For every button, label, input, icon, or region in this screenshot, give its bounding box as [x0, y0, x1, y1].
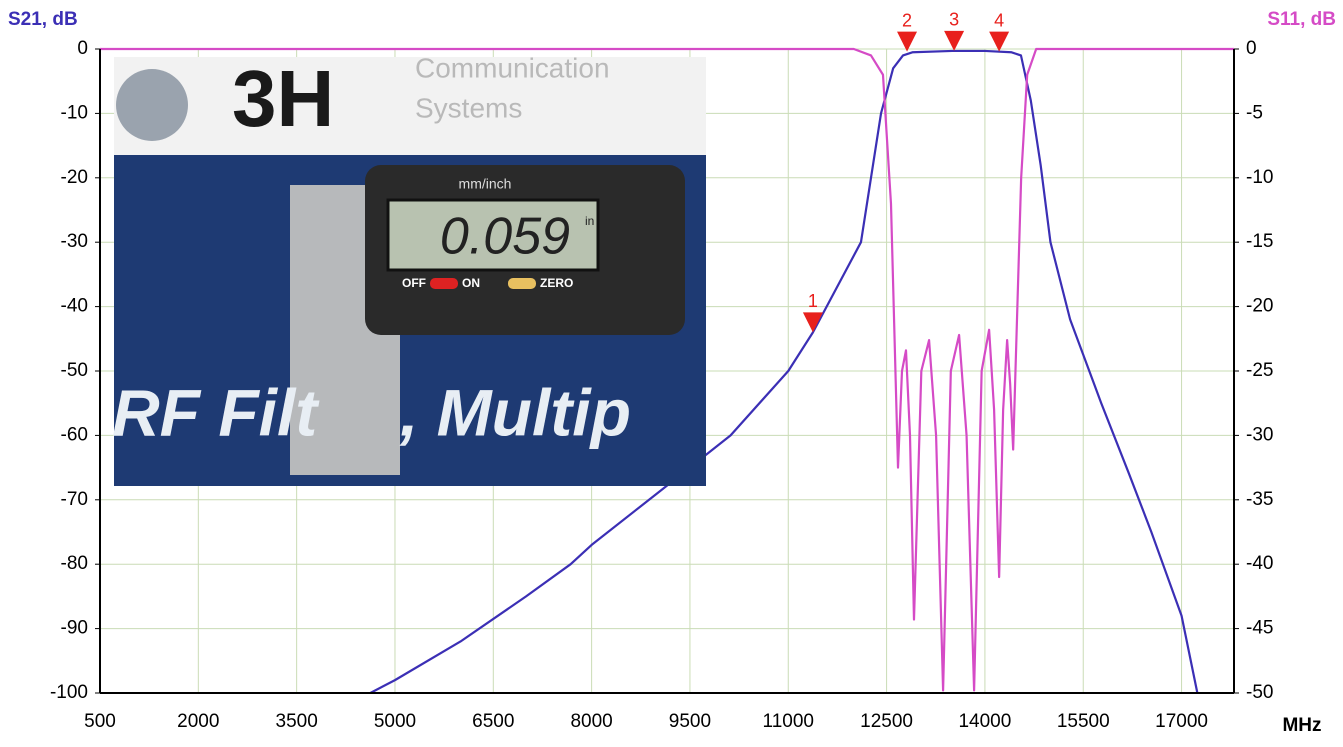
y2-tick-label: -10	[1246, 167, 1273, 188]
x-tick-label: 9500	[669, 711, 711, 732]
series-line	[100, 47, 1234, 692]
caliper-on: ON	[462, 276, 480, 290]
y-tick-label: -70	[61, 489, 88, 510]
caliper-off: OFF	[402, 276, 426, 290]
y2-tick-label: -35	[1246, 489, 1273, 510]
x-tick-label: 6500	[472, 711, 514, 732]
banner-text: , Multip	[399, 375, 631, 449]
y-tick-label: -30	[61, 231, 88, 252]
marker-triangle	[944, 30, 965, 51]
markers: 1 2 3 4	[802, 10, 1010, 333]
y-tick-label: -80	[61, 553, 88, 574]
y2-axis-label: S11, dB	[1267, 9, 1336, 30]
y2-tick-label: -25	[1246, 360, 1273, 381]
y2-tick-label: -5	[1246, 102, 1263, 123]
caliper-display	[386, 198, 600, 272]
caliper-reading: 0.059	[440, 208, 570, 266]
y-tick-label: -50	[61, 360, 88, 381]
x-tick-label: 8000	[570, 711, 612, 732]
caliper-unit: in	[585, 214, 594, 228]
x-tick-label: 2000	[177, 711, 219, 732]
marker-label: 2	[902, 10, 912, 30]
marker-label: 4	[994, 10, 1004, 30]
caliper-button	[508, 278, 536, 289]
banner-text: RF Filt	[112, 375, 320, 449]
x-tick-label: 15500	[1057, 711, 1110, 732]
y2-tick-label: -40	[1246, 553, 1273, 574]
y2-tick-label: -30	[1246, 424, 1273, 445]
marker-triangle	[802, 312, 823, 333]
series-line	[369, 49, 1199, 694]
y2-tick-label: -45	[1246, 618, 1273, 639]
y2-tick-label: -20	[1246, 296, 1273, 317]
y2-tick-label: -50	[1246, 682, 1273, 703]
y-tick-label: 0	[77, 38, 88, 59]
x-tick-label: 500	[84, 711, 116, 732]
y2-tick-label: -15	[1246, 231, 1273, 252]
logo-brand: 3H	[232, 54, 334, 143]
x-tick-label: 14000	[958, 711, 1011, 732]
x-tick-label: 17000	[1155, 711, 1208, 732]
marker-label: 3	[949, 10, 959, 30]
plot-lines	[100, 47, 1234, 694]
logo-company: Communication	[415, 52, 610, 83]
photo-header	[114, 57, 706, 155]
marker-label: 1	[808, 291, 818, 311]
y-tick-label: -100	[50, 682, 88, 703]
x-axis-label: MHz	[1282, 715, 1321, 736]
axes: 500 2000 3500 5000 6500 8000 9500 11000 12500 140…	[50, 38, 1274, 732]
y-tick-label: -60	[61, 424, 88, 445]
y2-tick-label: 0	[1246, 38, 1257, 59]
y-tick-label: -90	[61, 618, 88, 639]
x-tick-label: 5000	[374, 711, 416, 732]
y-tick-label: -20	[61, 167, 88, 188]
logo-company: Systems	[415, 92, 522, 123]
y-tick-label: -10	[61, 102, 88, 123]
x-tick-label: 12500	[860, 711, 913, 732]
photo-inset: 3H Communication Systems mm/inch 0.059 i…	[112, 52, 706, 486]
y-tick-label: -40	[61, 296, 88, 317]
marker-triangle	[897, 31, 918, 52]
caliper-button	[430, 278, 458, 289]
x-tick-label: 3500	[276, 711, 318, 732]
logo-icon	[116, 69, 188, 141]
x-tick-label: 11000	[763, 711, 814, 732]
marker-triangle	[989, 31, 1010, 52]
caliper-zero: ZERO	[540, 276, 573, 290]
y-axis-label: S21, dB	[8, 9, 78, 30]
caliper-button-label: mm/inch	[459, 176, 512, 192]
